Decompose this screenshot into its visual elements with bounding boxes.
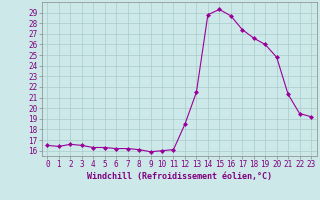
X-axis label: Windchill (Refroidissement éolien,°C): Windchill (Refroidissement éolien,°C) <box>87 172 272 181</box>
